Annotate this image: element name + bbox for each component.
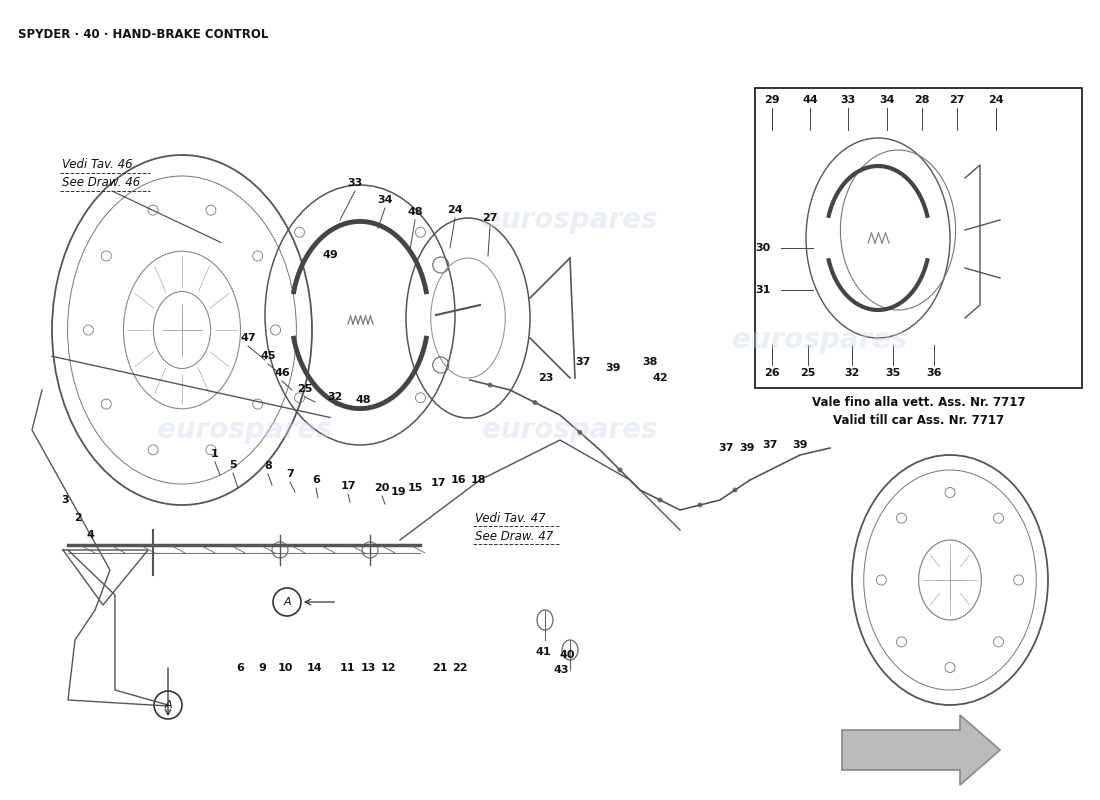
Text: SPYDER · 40 · HAND-BRAKE CONTROL: SPYDER · 40 · HAND-BRAKE CONTROL xyxy=(18,28,268,41)
Text: 21: 21 xyxy=(432,663,448,673)
Text: 25: 25 xyxy=(801,368,816,378)
Text: 33: 33 xyxy=(348,178,363,188)
Text: 16: 16 xyxy=(450,475,465,485)
Text: eurospares: eurospares xyxy=(733,326,908,354)
Text: 1: 1 xyxy=(211,449,219,459)
Text: 17: 17 xyxy=(430,478,446,488)
Text: 41: 41 xyxy=(536,647,551,657)
Text: 24: 24 xyxy=(988,95,1004,105)
Circle shape xyxy=(487,382,493,387)
Text: 14: 14 xyxy=(307,663,322,673)
Circle shape xyxy=(617,467,623,473)
Text: 27: 27 xyxy=(949,95,965,105)
Text: 33: 33 xyxy=(840,95,856,105)
Text: 2: 2 xyxy=(74,513,81,523)
Text: 34: 34 xyxy=(879,95,894,105)
Text: eurospares: eurospares xyxy=(482,206,658,234)
Text: 17: 17 xyxy=(340,481,355,491)
Text: 4: 4 xyxy=(86,530,94,540)
Circle shape xyxy=(578,430,583,435)
Text: Vale fino alla vett. Ass. Nr. 7717: Vale fino alla vett. Ass. Nr. 7717 xyxy=(812,397,1025,410)
Text: 34: 34 xyxy=(377,195,393,205)
Text: 7: 7 xyxy=(286,469,294,479)
Text: See Draw. 47: See Draw. 47 xyxy=(475,530,553,542)
Text: 39: 39 xyxy=(605,363,620,373)
Text: 20: 20 xyxy=(374,483,389,493)
Text: 48: 48 xyxy=(355,395,371,405)
Text: Vedi Tav. 47: Vedi Tav. 47 xyxy=(475,511,546,525)
Text: 3: 3 xyxy=(62,495,69,505)
Text: 30: 30 xyxy=(756,243,771,253)
Text: 18: 18 xyxy=(471,475,486,485)
Circle shape xyxy=(658,498,662,502)
Text: 19: 19 xyxy=(390,487,406,497)
Text: 6: 6 xyxy=(312,475,320,485)
Text: 15: 15 xyxy=(407,483,422,493)
Circle shape xyxy=(733,487,737,493)
Text: 39: 39 xyxy=(792,440,807,450)
Text: See Draw. 46: See Draw. 46 xyxy=(62,177,141,190)
Circle shape xyxy=(532,400,538,405)
Text: 46: 46 xyxy=(274,368,290,378)
Text: A: A xyxy=(164,700,172,710)
Text: 37: 37 xyxy=(718,443,734,453)
Text: 49: 49 xyxy=(322,250,338,260)
Polygon shape xyxy=(842,715,1000,785)
Text: 10: 10 xyxy=(277,663,293,673)
Text: 47: 47 xyxy=(240,333,256,343)
Text: 48: 48 xyxy=(407,207,422,217)
Text: 36: 36 xyxy=(926,368,942,378)
Text: 32: 32 xyxy=(328,392,343,402)
Text: 24: 24 xyxy=(448,205,463,215)
Text: 5: 5 xyxy=(229,460,236,470)
Text: 40: 40 xyxy=(559,650,574,660)
Text: Valid till car Ass. Nr. 7717: Valid till car Ass. Nr. 7717 xyxy=(833,414,1004,426)
Text: 42: 42 xyxy=(652,373,668,383)
Text: 25: 25 xyxy=(297,384,312,394)
Text: 13: 13 xyxy=(361,663,376,673)
Text: 43: 43 xyxy=(553,665,569,675)
Text: eurospares: eurospares xyxy=(157,416,332,444)
Text: A: A xyxy=(283,597,290,607)
Text: 22: 22 xyxy=(452,663,468,673)
Text: 37: 37 xyxy=(575,357,591,367)
Text: 45: 45 xyxy=(261,351,276,361)
Text: 27: 27 xyxy=(482,213,497,223)
Text: 9: 9 xyxy=(258,663,266,673)
Text: 26: 26 xyxy=(764,368,780,378)
Text: 31: 31 xyxy=(756,285,771,295)
Text: 8: 8 xyxy=(264,461,272,471)
Text: 37: 37 xyxy=(762,440,778,450)
Text: Vedi Tav. 46: Vedi Tav. 46 xyxy=(62,158,133,171)
Text: eurospares: eurospares xyxy=(482,416,658,444)
Text: 32: 32 xyxy=(845,368,860,378)
Text: 39: 39 xyxy=(739,443,755,453)
Text: 35: 35 xyxy=(886,368,901,378)
Text: 12: 12 xyxy=(381,663,396,673)
Text: 38: 38 xyxy=(642,357,658,367)
Text: 28: 28 xyxy=(914,95,929,105)
Text: 23: 23 xyxy=(538,373,553,383)
Text: 11: 11 xyxy=(339,663,354,673)
Text: 29: 29 xyxy=(764,95,780,105)
Text: 6: 6 xyxy=(236,663,244,673)
Circle shape xyxy=(697,502,703,507)
Text: 44: 44 xyxy=(802,95,818,105)
